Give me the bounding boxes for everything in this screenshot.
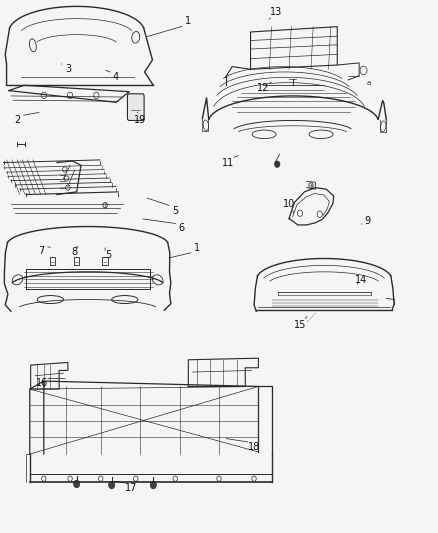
Text: 16: 16: [35, 378, 48, 387]
Text: 5: 5: [172, 206, 178, 215]
Circle shape: [275, 161, 280, 167]
Text: 9: 9: [365, 216, 371, 226]
Text: 11: 11: [222, 158, 234, 167]
Text: 19: 19: [134, 115, 146, 125]
Text: 1: 1: [185, 17, 191, 26]
Text: 5: 5: [106, 250, 112, 260]
Circle shape: [74, 480, 80, 488]
Text: 13: 13: [270, 7, 282, 17]
Text: 2: 2: [14, 115, 21, 125]
Text: 12: 12: [257, 83, 269, 93]
Circle shape: [109, 481, 115, 489]
Text: 18: 18: [248, 442, 260, 451]
FancyBboxPatch shape: [127, 94, 144, 120]
Text: 3: 3: [65, 64, 71, 74]
Text: 8: 8: [71, 247, 78, 257]
Text: 10: 10: [283, 199, 295, 208]
Text: 6: 6: [179, 223, 185, 233]
Circle shape: [150, 481, 156, 489]
Text: 7: 7: [39, 246, 45, 255]
Text: 17: 17: [125, 483, 138, 492]
Text: 4: 4: [113, 72, 119, 82]
Text: 15: 15: [294, 320, 306, 330]
Text: a: a: [367, 80, 371, 86]
Text: 14: 14: [355, 275, 367, 285]
Text: 1: 1: [194, 243, 200, 253]
